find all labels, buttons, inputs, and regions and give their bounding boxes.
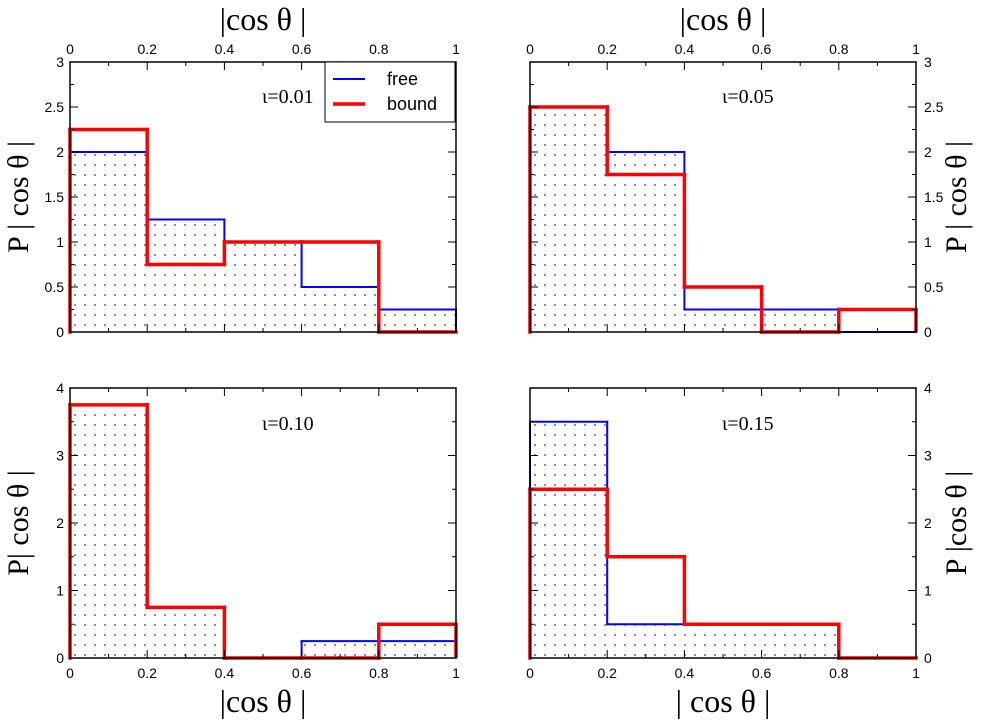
y-tick-label: 1.5: [45, 189, 65, 205]
x-tick-label: 0.6: [292, 41, 312, 57]
free-fill-bar: [70, 152, 148, 332]
y-tick-label: 0: [56, 324, 64, 340]
y-tick-label: 4: [56, 380, 64, 396]
y-tick-label: 0.5: [924, 279, 944, 295]
y-tick-label: 2: [56, 515, 64, 531]
y-tick-label: 0: [924, 324, 932, 340]
free-fill-bar: [224, 242, 302, 332]
x-tick-label: 0: [66, 41, 74, 57]
free-fill-bar: [70, 404, 148, 658]
free-fill-bar: [684, 309, 762, 332]
y-axis-title: P |cos θ |: [940, 471, 973, 575]
free-fill-bar: [684, 624, 762, 658]
x-tick-label: 0.2: [597, 665, 617, 681]
free-fill-bar: [147, 219, 225, 332]
free-fill-bar: [761, 624, 839, 658]
x-tick-label: 1: [452, 41, 460, 57]
y-tick-label: 1: [56, 234, 64, 250]
legend-free-label: free: [387, 69, 418, 89]
free-fill-bar: [761, 309, 839, 332]
legend-bound-label: bound: [387, 94, 437, 114]
y-tick-label: 0.5: [45, 279, 65, 295]
x-tick-label: 0.4: [675, 665, 695, 681]
iota-annotation: ι=0.10: [262, 413, 314, 435]
panel-p2: 0 0.2 0.4 0.6 0.8 1 0 0.5 1 1.5 2 2.5 3 |cos θ | P | c…: [526, 1, 973, 340]
y-tick-label: 4: [924, 380, 932, 396]
x-tick-label: 0.6: [752, 41, 772, 57]
x-tick-label: 0.6: [752, 665, 772, 681]
y-tick-label: 3: [56, 448, 64, 464]
x-tick-label: 0.4: [215, 665, 235, 681]
y-tick-label: 3: [924, 448, 932, 464]
x-axis-title: |cos θ |: [220, 1, 307, 37]
free-fill-bar: [301, 641, 379, 658]
panel-p3: 0 0.2 0.4 0.6 0.8 1 0 1 2 3 4 |cos θ | P| cos θ | ι=0…: [2, 380, 460, 719]
x-tick-label: 0: [66, 665, 74, 681]
x-axis-title: |cos θ |: [680, 1, 767, 37]
y-axis-title: P | cos θ |: [940, 141, 973, 253]
y-tick-label: 1.5: [924, 189, 944, 205]
y-tick-label: 1: [924, 234, 932, 250]
x-tick-label: 0.4: [215, 41, 235, 57]
x-tick-label: 0.2: [597, 41, 617, 57]
y-tick-label: 0: [56, 650, 64, 666]
iota-annotation: ι=0.05: [722, 86, 774, 108]
y-tick-label: 1: [924, 583, 932, 599]
x-tick-label: 0: [526, 665, 534, 681]
y-tick-label: 1: [56, 583, 64, 599]
x-tick-label: 0.4: [675, 41, 695, 57]
free-fill-bar: [607, 152, 685, 332]
iota-annotation: ι=0.15: [722, 413, 774, 435]
x-tick-label: 1: [912, 665, 920, 681]
y-tick-label: 2: [924, 515, 932, 531]
x-tick-label: 1: [912, 41, 920, 57]
free-fill-bar: [301, 287, 379, 332]
x-tick-label: 0.2: [137, 41, 157, 57]
free-fill-bar: [607, 624, 685, 658]
y-tick-label: 2.5: [924, 99, 944, 115]
free-fill-bar: [530, 421, 608, 658]
x-axis-title: | cos θ |: [676, 683, 771, 719]
y-axis-title: P | cos θ |: [2, 141, 35, 253]
legend: free bound: [324, 61, 456, 123]
x-tick-label: 0.2: [137, 665, 157, 681]
y-tick-label: 3: [56, 54, 64, 70]
panel-p1: 0 0.2 0.4 0.6 0.8 1 0 0.5 1 1.5 2 2.5 3 |cos θ | P | c…: [2, 1, 460, 340]
x-tick-label: 0.8: [369, 41, 389, 57]
y-tick-label: 3: [924, 54, 932, 70]
x-tick-label: 1: [452, 665, 460, 681]
x-tick-label: 0.6: [292, 665, 312, 681]
y-tick-label: 2: [56, 144, 64, 160]
free-fill-bar: [530, 107, 608, 332]
free-fill-bar: [147, 607, 225, 658]
y-tick-label: 2: [924, 144, 932, 160]
free-fill-bar: [378, 641, 456, 658]
free-fill-bar: [378, 309, 456, 332]
y-tick-label: 2.5: [45, 99, 65, 115]
x-tick-label: 0: [526, 41, 534, 57]
x-tick-label: 0.8: [829, 665, 849, 681]
x-tick-label: 0.8: [829, 41, 849, 57]
x-tick-label: 0.8: [369, 665, 389, 681]
y-tick-label: 0: [924, 650, 932, 666]
x-axis-title: |cos θ |: [220, 683, 307, 719]
y-axis-title: P| cos θ |: [2, 470, 35, 576]
legend-box: [324, 61, 456, 123]
iota-annotation: ι=0.01: [262, 86, 314, 108]
